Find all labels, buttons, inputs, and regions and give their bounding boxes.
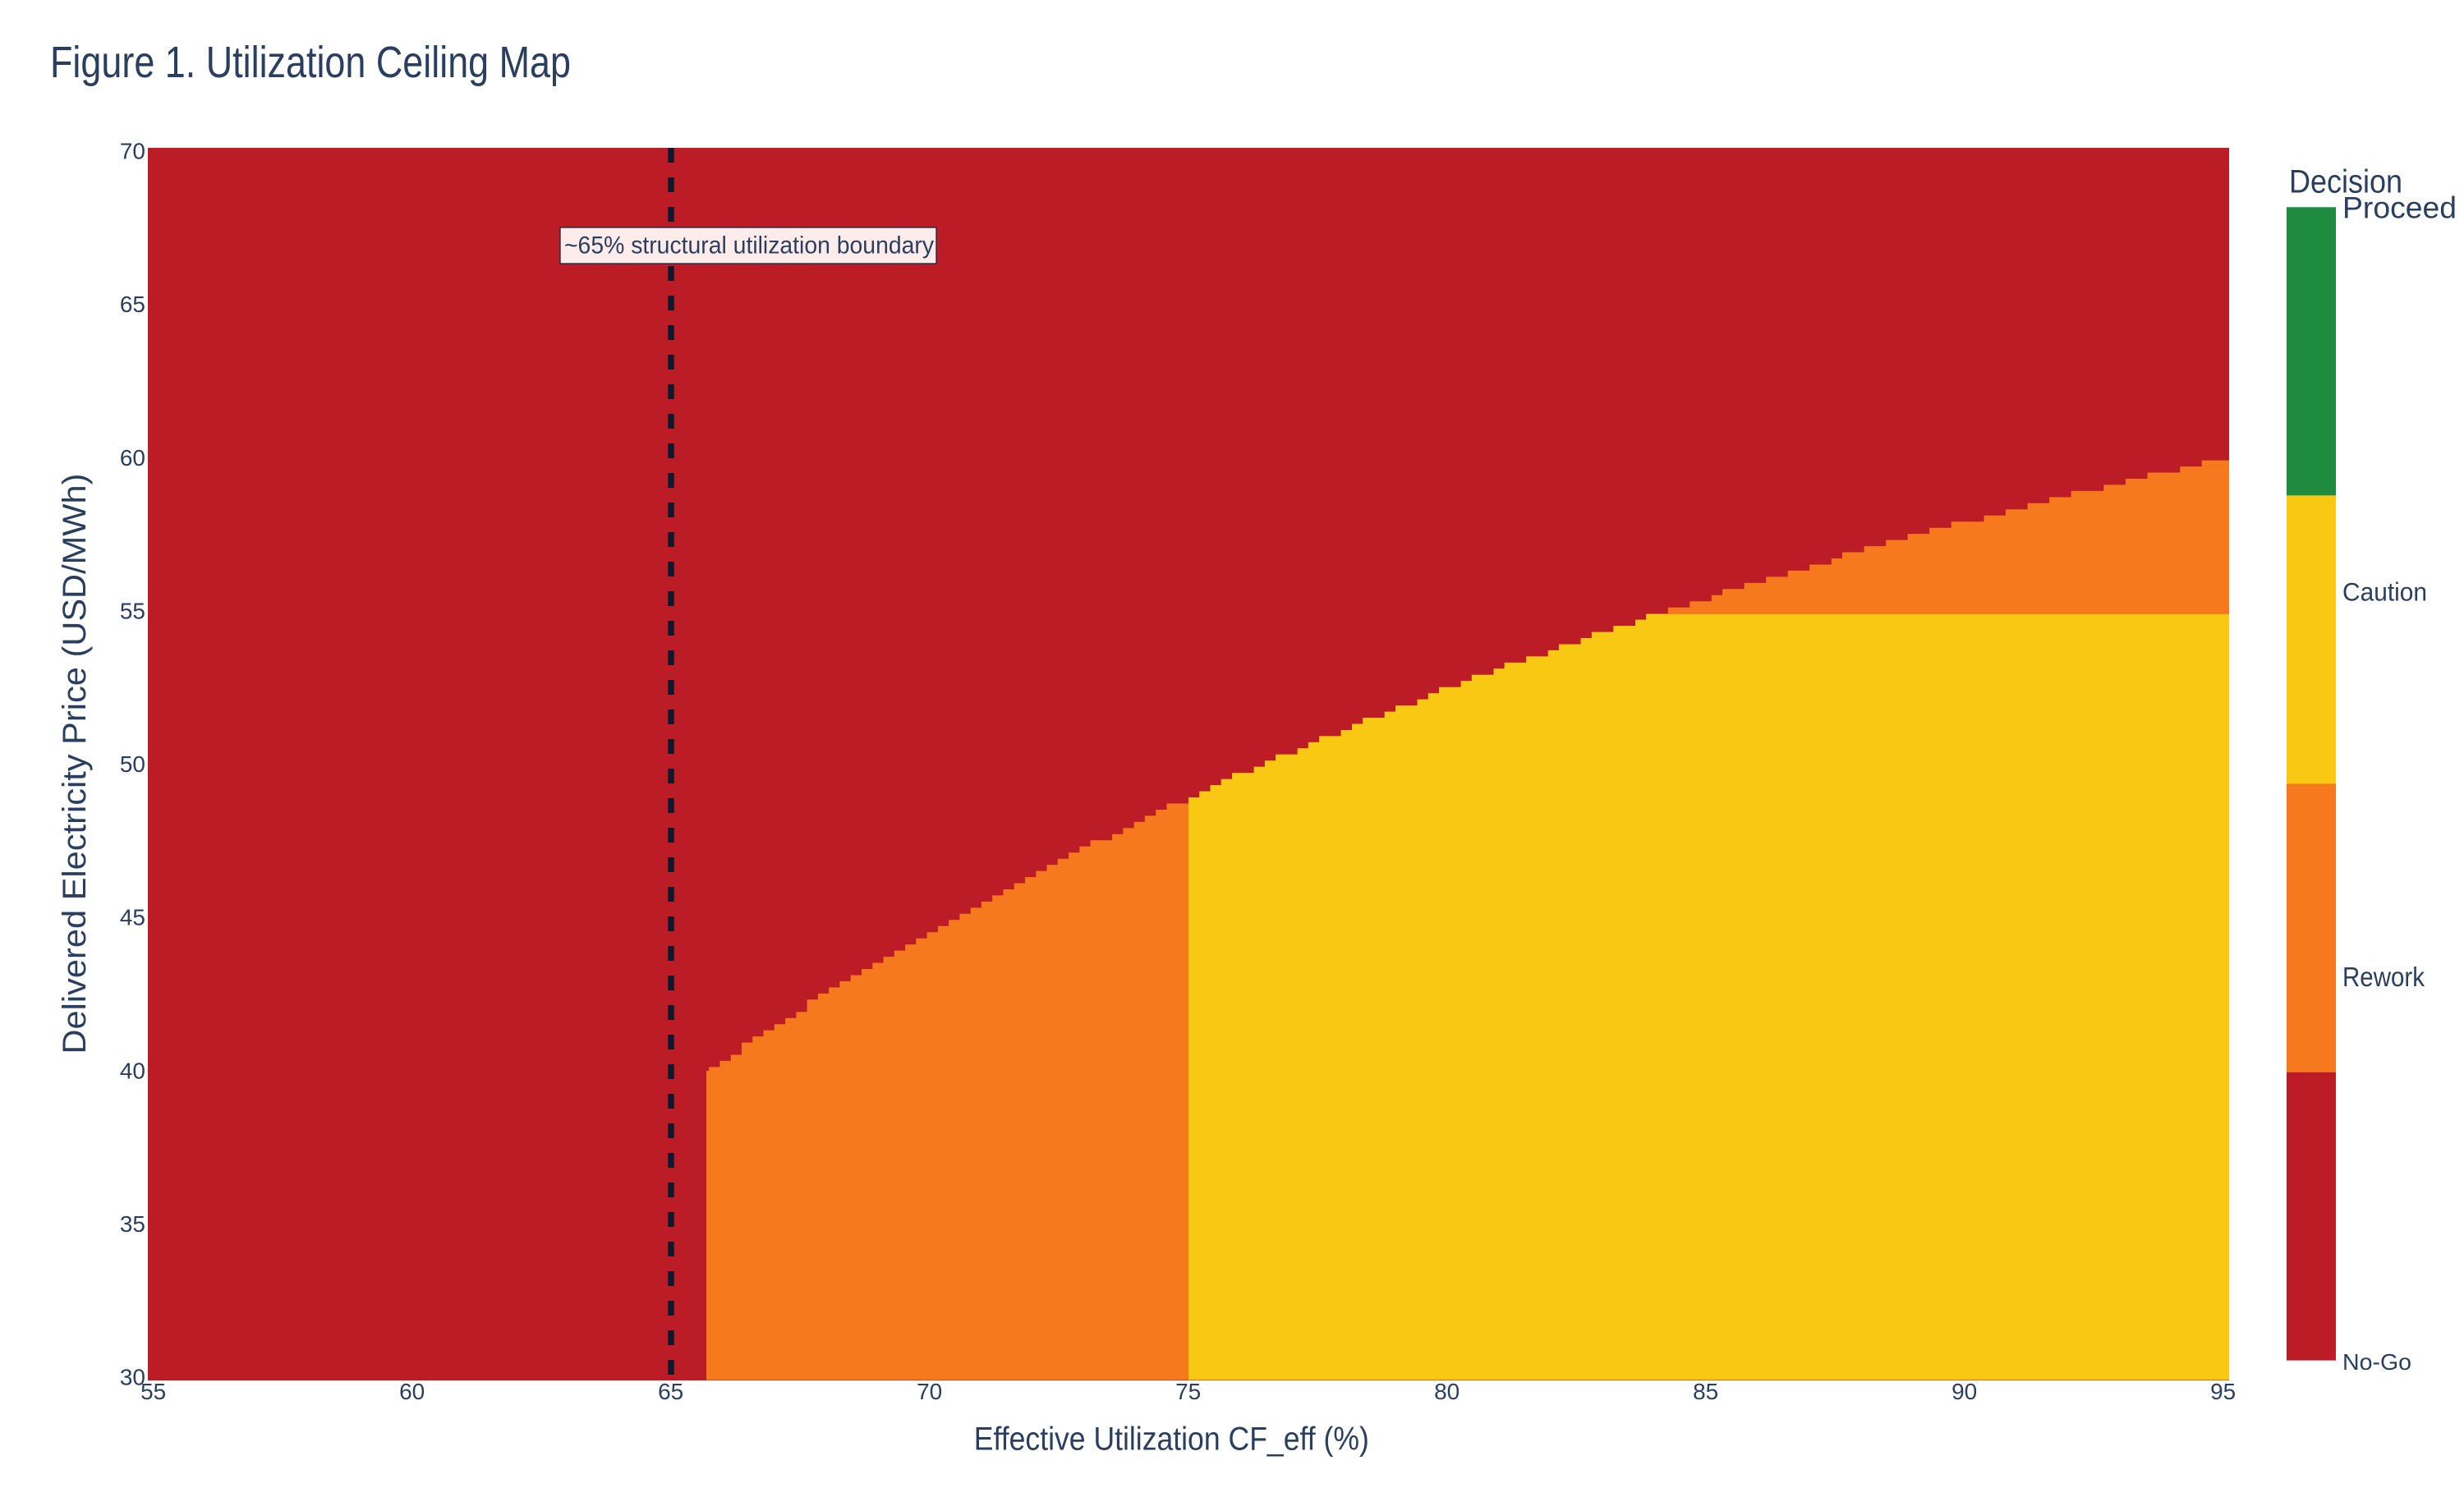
svg-text:85: 85 bbox=[1693, 1379, 1718, 1404]
svg-text:Decision: Decision bbox=[2289, 163, 2402, 200]
svg-text:95: 95 bbox=[2210, 1379, 2236, 1404]
svg-text:80: 80 bbox=[1434, 1379, 1460, 1404]
svg-text:No-Go: No-Go bbox=[2342, 1349, 2411, 1375]
svg-text:45: 45 bbox=[120, 905, 145, 930]
svg-text:Rework: Rework bbox=[2342, 962, 2425, 992]
svg-text:65: 65 bbox=[658, 1379, 683, 1404]
svg-text:Figure 1. Utilization Ceiling: Figure 1. Utilization Ceiling Map bbox=[50, 38, 571, 87]
svg-text:35: 35 bbox=[120, 1211, 145, 1237]
svg-text:55: 55 bbox=[120, 598, 145, 623]
svg-text:60: 60 bbox=[120, 445, 145, 471]
svg-text:50: 50 bbox=[120, 751, 145, 777]
svg-text:30: 30 bbox=[120, 1365, 145, 1390]
svg-text:Proceed: Proceed bbox=[2342, 191, 2457, 225]
svg-text:55: 55 bbox=[140, 1379, 166, 1404]
svg-text:40: 40 bbox=[120, 1058, 145, 1083]
svg-text:Effective Utilization CF_eff (: Effective Utilization CF_eff (%) bbox=[974, 1421, 1369, 1458]
svg-text:60: 60 bbox=[399, 1379, 425, 1404]
svg-text:70: 70 bbox=[120, 139, 145, 164]
svg-text:65: 65 bbox=[120, 292, 145, 317]
svg-text:90: 90 bbox=[1951, 1379, 1977, 1404]
svg-text:Caution: Caution bbox=[2342, 577, 2427, 607]
svg-text:75: 75 bbox=[1175, 1379, 1201, 1404]
svg-text:70: 70 bbox=[917, 1379, 942, 1404]
svg-text:Delivered Electricity Price (U: Delivered Electricity Price (USD/MWh) bbox=[57, 474, 93, 1054]
svg-text:~65% structural utilization bo: ~65% structural utilization boundary bbox=[564, 232, 934, 259]
